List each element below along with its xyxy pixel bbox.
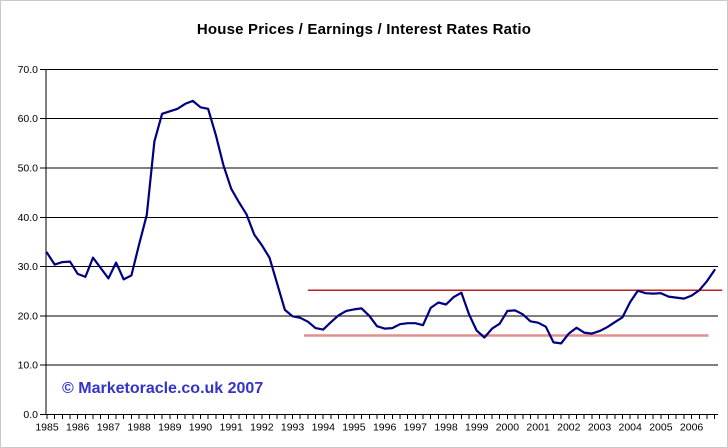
y-tick-label: 10.0 [18, 360, 39, 372]
x-tick-label: 1987 [97, 421, 121, 433]
ratio-series-line [45, 99, 716, 345]
x-tick-label: 1995 [342, 421, 366, 433]
y-tick-label: 40.0 [18, 212, 39, 224]
x-tick-label: 2006 [680, 421, 704, 433]
y-tick-label: 0.0 [23, 409, 38, 421]
x-tick-label: 2001 [526, 421, 550, 433]
x-tick-label: 2004 [619, 421, 643, 433]
x-tick-label: 2005 [649, 421, 673, 433]
x-tick-label: 1997 [404, 421, 428, 433]
x-tick-label: 1998 [434, 421, 458, 433]
x-tick-label: 1988 [127, 421, 151, 433]
y-tick-label: 60.0 [18, 113, 39, 125]
x-tick-label: 1989 [158, 421, 182, 433]
y-tick-label: 20.0 [18, 310, 39, 322]
x-tick-label: 1994 [312, 421, 336, 433]
x-tick-label: 2002 [557, 421, 581, 433]
y-tick-label: 50.0 [18, 162, 39, 174]
x-tick-label: 1986 [66, 421, 90, 433]
chart-title: House Prices / Earnings / Interest Rates… [196, 21, 532, 38]
x-tick-label: 1991 [219, 421, 243, 433]
y-tick-label: 30.0 [18, 261, 39, 273]
x-tick-label: 2000 [496, 421, 520, 433]
x-tick-label: 2003 [588, 421, 612, 433]
x-tick-label: 1985 [35, 421, 59, 433]
copyright-watermark: © Marketoracle.co.uk 2007 [62, 380, 264, 397]
x-tick-label: 1990 [189, 421, 213, 433]
x-tick-label: 1992 [250, 421, 274, 433]
x-tick-label: 1996 [373, 421, 397, 433]
x-tick-label: 1993 [281, 421, 305, 433]
x-tick-label: 1999 [465, 421, 489, 433]
y-tick-label: 70.0 [18, 64, 39, 76]
